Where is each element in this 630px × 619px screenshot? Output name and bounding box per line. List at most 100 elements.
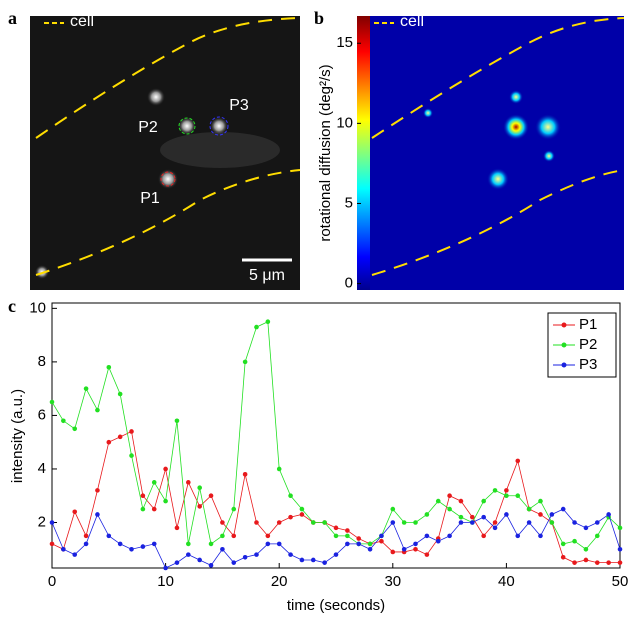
- hot-spot: [487, 168, 509, 190]
- data-point: [72, 552, 78, 557]
- data-point: [117, 434, 123, 440]
- colorbar-tick-label: 15: [336, 34, 353, 51]
- data-point: [492, 488, 498, 493]
- data-point: [163, 565, 168, 571]
- legend-marker: [561, 342, 567, 348]
- data-point: [49, 520, 55, 525]
- x-tick-label: 40: [498, 573, 515, 590]
- data-point: [129, 546, 134, 552]
- data-point: [242, 472, 248, 477]
- data-point: [333, 533, 339, 539]
- data-point: [197, 557, 202, 563]
- data-point: [49, 541, 55, 547]
- data-point: [322, 560, 327, 565]
- hot-spot: [535, 114, 561, 140]
- data-point: [83, 533, 89, 539]
- data-point: [572, 520, 577, 525]
- series-line: [51, 430, 620, 564]
- data-point: [481, 498, 486, 504]
- spot-label: P2: [138, 119, 158, 136]
- data-point: [447, 533, 452, 539]
- legend-label: P1: [579, 316, 597, 333]
- data-point: [299, 512, 305, 517]
- data-point: [572, 538, 577, 544]
- data-point: [163, 466, 168, 472]
- data-point: [515, 533, 521, 539]
- data-point: [413, 546, 418, 552]
- data-point: [424, 552, 430, 557]
- data-point: [333, 525, 339, 531]
- data-point: [617, 546, 623, 552]
- data-point: [583, 525, 589, 531]
- data-point: [220, 520, 225, 525]
- haze: [160, 132, 280, 168]
- data-point: [515, 493, 521, 499]
- panel-b: cell rotational diffusion (deg²/s) b: [314, 8, 625, 290]
- data-point: [95, 512, 100, 517]
- data-point: [208, 493, 214, 499]
- data-point: [208, 563, 214, 568]
- data-point: [390, 549, 396, 555]
- data-point: [594, 520, 600, 525]
- y-axis-label: intensity (a.u.): [9, 389, 26, 483]
- data-point: [379, 538, 384, 544]
- data-point: [310, 557, 316, 563]
- legend-label: cell: [400, 13, 424, 30]
- data-point: [95, 488, 100, 493]
- data-point: [435, 498, 441, 504]
- data-point: [288, 552, 293, 557]
- hot-spot: [543, 150, 555, 162]
- panel-letter: c: [8, 296, 16, 316]
- legend-label: P2: [579, 336, 597, 353]
- data-point: [231, 506, 237, 512]
- legend-marker: [561, 322, 567, 328]
- data-point: [61, 418, 66, 424]
- data-point: [583, 557, 589, 563]
- data-point: [413, 541, 418, 547]
- data-point: [265, 533, 271, 539]
- data-point: [401, 520, 407, 525]
- data-point: [424, 512, 430, 517]
- data-point: [526, 520, 532, 525]
- plot-frame: [51, 302, 621, 569]
- data-point: [333, 552, 339, 557]
- data-point: [356, 536, 362, 541]
- data-point: [526, 506, 532, 512]
- data-point: [401, 546, 407, 552]
- data-point: [481, 514, 486, 520]
- data-point: [345, 533, 350, 539]
- data-point: [151, 541, 157, 547]
- data-point: [299, 506, 305, 512]
- x-tick-label: 10: [157, 573, 174, 590]
- data-point: [617, 525, 623, 531]
- data-point: [606, 512, 611, 517]
- x-tick-label: 30: [384, 573, 401, 590]
- data-point: [458, 520, 464, 525]
- data-point: [140, 506, 146, 512]
- data-point: [504, 488, 509, 493]
- data-point: [117, 541, 123, 547]
- spot-label: P1: [140, 190, 160, 207]
- data-point: [106, 364, 112, 370]
- data-point: [458, 498, 464, 504]
- scale-bar-label: 5 μm: [249, 267, 285, 284]
- data-point: [242, 554, 248, 560]
- data-point: [163, 498, 168, 504]
- data-point: [254, 520, 259, 525]
- colorbar: [357, 16, 370, 290]
- roi: [178, 117, 196, 135]
- data-point: [356, 541, 362, 547]
- data-point: [174, 560, 180, 565]
- data-point: [288, 514, 293, 520]
- data-point: [594, 533, 600, 539]
- data-point: [583, 546, 589, 552]
- legend-marker: [561, 362, 567, 368]
- data-point: [265, 319, 271, 325]
- data-point: [140, 544, 146, 549]
- data-point: [413, 520, 418, 525]
- data-point: [435, 538, 441, 544]
- data-point: [254, 324, 259, 330]
- cell-outline: [35, 169, 301, 276]
- y-tick-label: 10: [29, 299, 46, 316]
- data-point: [549, 520, 555, 525]
